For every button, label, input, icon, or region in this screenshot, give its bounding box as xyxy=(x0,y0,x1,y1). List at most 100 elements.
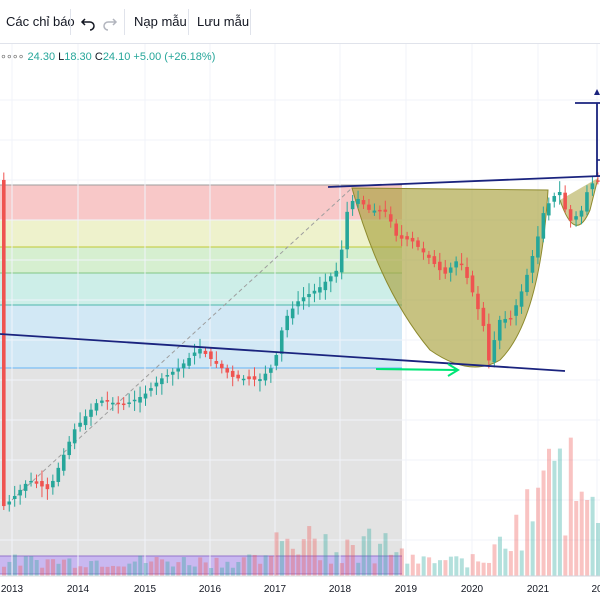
candle-body xyxy=(432,256,437,264)
x-tick-label: 2014 xyxy=(67,584,90,595)
candle-body xyxy=(154,382,159,387)
volume-bar xyxy=(329,563,333,576)
lower-trendline[interactable] xyxy=(0,333,566,372)
candle-body xyxy=(487,323,491,361)
candle-body xyxy=(563,192,567,210)
candle-body xyxy=(170,371,175,375)
volume-bar xyxy=(51,559,56,576)
candle-body xyxy=(51,480,55,488)
volume-bar xyxy=(56,563,61,576)
x-tick-label: 2018 xyxy=(329,584,352,595)
candle-body xyxy=(329,276,333,282)
candle-body xyxy=(585,192,589,212)
candle-body xyxy=(160,378,164,385)
volume-bars xyxy=(2,437,600,576)
candle-body xyxy=(307,294,311,298)
candle-body xyxy=(12,495,17,499)
candle-body xyxy=(176,368,180,372)
volume-bar xyxy=(454,556,459,576)
candle-body xyxy=(121,403,126,406)
volume-bar xyxy=(127,563,132,576)
volume-bar xyxy=(432,563,437,576)
candle-body xyxy=(274,354,279,366)
volume-bar xyxy=(563,535,568,576)
candle-body xyxy=(279,330,284,354)
volume-bar xyxy=(290,548,295,576)
load-template-button[interactable]: Nạp mẫu xyxy=(134,14,187,29)
candle-body xyxy=(519,291,524,307)
volume-bar xyxy=(40,567,45,576)
candle-body xyxy=(339,249,344,273)
volume-bar xyxy=(279,541,284,576)
upper-trendline[interactable] xyxy=(327,175,600,188)
more-dots-icon[interactable]: ∘∘∘∘ xyxy=(0,51,25,63)
candle-body xyxy=(56,467,61,482)
target-projection-bracket[interactable] xyxy=(575,89,600,176)
volume-bar xyxy=(487,562,492,576)
candle-body xyxy=(29,480,33,483)
undo-icon[interactable] xyxy=(80,10,96,34)
x-tick-label: 2020 xyxy=(461,584,484,595)
volume-bar xyxy=(7,561,12,576)
candle-body xyxy=(454,261,458,268)
low-value: 18.30 xyxy=(64,51,92,63)
volume-bar xyxy=(220,567,224,576)
indicators-button[interactable]: Các chỉ báo xyxy=(6,14,75,29)
candle-body xyxy=(356,198,360,204)
price-chart[interactable]: 2013 2014 2015 2016 2017 2018 2019 2020 2021 20 xyxy=(0,44,600,600)
volume-bar xyxy=(345,539,350,576)
change-value: +5.00 (+26.18%) xyxy=(133,51,216,63)
candle-body xyxy=(18,489,22,496)
candle-body xyxy=(508,317,513,320)
volume-bar xyxy=(438,560,442,576)
candle-body xyxy=(252,376,257,380)
volume-bar xyxy=(503,548,508,576)
volume-bar xyxy=(236,561,241,576)
fib-retracement[interactable] xyxy=(0,184,402,575)
candle-body xyxy=(149,388,153,391)
ohlc-legend: ∘∘∘∘ 24.30 L18.30 C24.10 +5.00 (+26.18%) xyxy=(0,48,215,66)
save-template-button[interactable]: Lưu mẫu xyxy=(197,14,250,29)
volume-bar xyxy=(519,550,524,576)
volume-bar xyxy=(192,566,197,576)
green-arrow[interactable] xyxy=(375,363,460,377)
volume-bar xyxy=(585,500,590,576)
volume-bar xyxy=(83,567,88,576)
fib-band-purple xyxy=(0,556,402,574)
candle-body xyxy=(552,196,557,202)
volume-bar xyxy=(405,563,410,576)
volume-bar xyxy=(508,551,513,576)
fib-band-red xyxy=(0,185,402,220)
volume-bar xyxy=(301,539,306,576)
candle-body xyxy=(116,402,121,405)
candle-body xyxy=(143,393,148,399)
candle-body xyxy=(568,209,573,221)
candle-body xyxy=(378,209,382,212)
candle-body xyxy=(301,297,306,302)
x-tick-label: 2021 xyxy=(527,584,550,595)
candle-body xyxy=(72,429,77,444)
volume-bar xyxy=(492,544,497,576)
volume-bar xyxy=(378,543,383,576)
candle-body xyxy=(547,203,551,216)
candle-body xyxy=(296,301,300,307)
candle-body xyxy=(372,210,377,213)
volume-bar xyxy=(399,548,404,576)
candle-body xyxy=(263,373,268,381)
volume-bar xyxy=(138,555,143,576)
volume-bar xyxy=(536,487,541,576)
volume-bar xyxy=(339,563,344,576)
candle-body xyxy=(127,402,131,404)
candle-body xyxy=(492,340,497,363)
toolbar-divider xyxy=(70,9,71,35)
redo-icon[interactable] xyxy=(102,10,118,34)
volume-bar xyxy=(394,552,399,576)
volume-bar xyxy=(94,560,99,576)
volume-bar xyxy=(209,567,214,576)
candle-body xyxy=(61,454,66,471)
volume-bar xyxy=(165,561,170,576)
volume-bar xyxy=(230,567,235,576)
volume-bar xyxy=(100,566,105,576)
candle-body xyxy=(465,266,469,278)
volume-bar xyxy=(105,566,110,576)
